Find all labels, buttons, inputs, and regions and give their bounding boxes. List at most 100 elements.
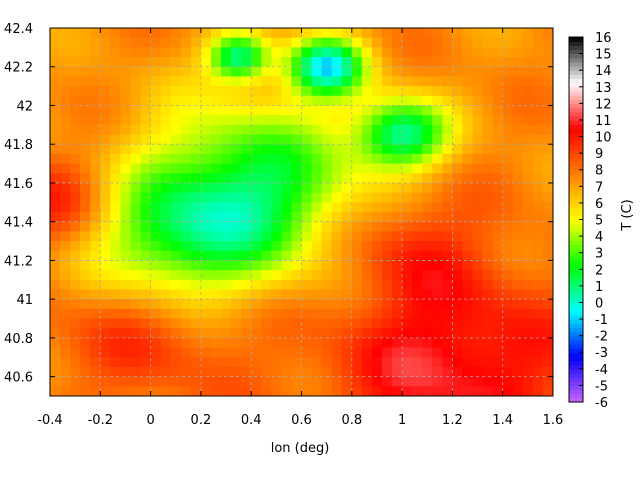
- heatmap-cell: [100, 95, 111, 107]
- heatmap-cell: [261, 347, 272, 358]
- heatmap-cell: [522, 318, 534, 329]
- heatmap-cell: [140, 124, 152, 136]
- heatmap-cell: [291, 163, 303, 174]
- heatmap-cell: [80, 250, 91, 262]
- x-tick-label: 1.6: [543, 413, 564, 428]
- heatmap-cell: [482, 124, 494, 136]
- heatmap-cell: [502, 144, 514, 155]
- heatmap-cell: [251, 260, 262, 271]
- heatmap-cell: [150, 366, 162, 378]
- heatmap-cell: [321, 95, 333, 107]
- heatmap-cell: [100, 386, 111, 396]
- heatmap-cell: [361, 95, 373, 107]
- heatmap-cell: [512, 86, 524, 97]
- heatmap-cell: [80, 366, 91, 378]
- heatmap-cell: [351, 124, 363, 136]
- heatmap-cell: [80, 153, 91, 165]
- heatmap-cell: [50, 37, 61, 48]
- heatmap-cell: [70, 134, 81, 145]
- heatmap-cell: [180, 153, 192, 165]
- heatmap-cell: [522, 289, 534, 300]
- heatmap-cell: [442, 192, 453, 203]
- heatmap-cell: [150, 357, 162, 368]
- heatmap-cell: [432, 270, 443, 281]
- heatmap-cell: [351, 376, 363, 387]
- heatmap-cell: [371, 221, 383, 232]
- heatmap-cell: [422, 57, 433, 68]
- heatmap-cell: [130, 192, 142, 203]
- heatmap-cell: [120, 221, 132, 232]
- heatmap-cell: [190, 66, 202, 78]
- heatmap-cell: [120, 192, 132, 203]
- heatmap-cell: [160, 134, 172, 145]
- heatmap-cell: [452, 95, 464, 107]
- heatmap-cell: [281, 105, 293, 116]
- heatmap-cell: [321, 105, 333, 116]
- heatmap-cell: [291, 153, 303, 165]
- heatmap-cell: [442, 318, 453, 329]
- heatmap-cell: [472, 134, 484, 145]
- heatmap-cell: [221, 134, 232, 145]
- heatmap-cell: [321, 134, 333, 145]
- heatmap-cell: [412, 86, 423, 97]
- heatmap-cell: [60, 47, 71, 58]
- heatmap-cell: [251, 173, 262, 184]
- heatmap-cell: [140, 250, 152, 262]
- heatmap-cell: [402, 95, 413, 107]
- heatmap-cell: [522, 124, 534, 136]
- heatmap-cell: [100, 270, 111, 281]
- heatmap-cell: [170, 86, 182, 97]
- heatmap-cell: [150, 328, 162, 339]
- heatmap-cell: [70, 173, 81, 184]
- heatmap-cell: [100, 337, 111, 349]
- heatmap-cell: [301, 182, 313, 194]
- heatmap-cell: [472, 357, 484, 368]
- heatmap-cell: [170, 337, 182, 349]
- heatmap-cell: [361, 212, 373, 223]
- heatmap-cell: [452, 231, 464, 242]
- heatmap-cell: [532, 57, 544, 68]
- heatmap-cell: [120, 366, 132, 378]
- heatmap-cell: [512, 28, 524, 39]
- heatmap-cell: [301, 212, 313, 223]
- heatmap-cell: [492, 66, 504, 78]
- heatmap-cell: [110, 270, 122, 281]
- heatmap-cell: [90, 47, 101, 58]
- heatmap-cell: [331, 37, 343, 48]
- heatmap-cell: [120, 260, 132, 271]
- heatmap-cell: [281, 66, 293, 78]
- heatmap-cell: [271, 134, 282, 145]
- heatmap-cell: [80, 337, 91, 349]
- heatmap-cell: [231, 241, 242, 252]
- colorbar-tick-label: 15: [595, 48, 612, 63]
- heatmap-cell: [452, 163, 464, 174]
- heatmap-cell: [321, 337, 333, 349]
- heatmap-cell: [442, 28, 453, 39]
- heatmap-cell: [452, 376, 464, 387]
- heatmap-cell: [472, 328, 484, 339]
- heatmap-cell: [110, 76, 122, 87]
- colorbar-segment: [569, 219, 583, 225]
- heatmap-cell: [532, 47, 544, 58]
- heatmap-cell: [412, 37, 423, 48]
- heatmap-cell: [160, 86, 172, 97]
- heatmap-cell: [150, 86, 162, 97]
- heatmap-cell: [90, 279, 101, 291]
- heatmap-plot-area: [50, 28, 553, 396]
- heatmap-cell: [200, 357, 212, 368]
- heatmap-cell: [472, 347, 484, 358]
- heatmap-cell: [422, 366, 433, 378]
- heatmap-cell: [482, 308, 494, 320]
- heatmap-cell: [180, 212, 192, 223]
- heatmap-cell: [361, 376, 373, 387]
- heatmap-cell: [422, 250, 433, 262]
- heatmap-cell: [261, 76, 272, 87]
- heatmap-cell: [402, 366, 413, 378]
- heatmap-cell: [371, 57, 383, 68]
- heatmap-cell: [301, 134, 313, 145]
- colorbar-segment: [569, 119, 583, 125]
- heatmap-cell: [170, 95, 182, 107]
- heatmap-cell: [462, 231, 474, 242]
- heatmap-cell: [221, 376, 232, 387]
- heatmap-cell: [351, 202, 363, 213]
